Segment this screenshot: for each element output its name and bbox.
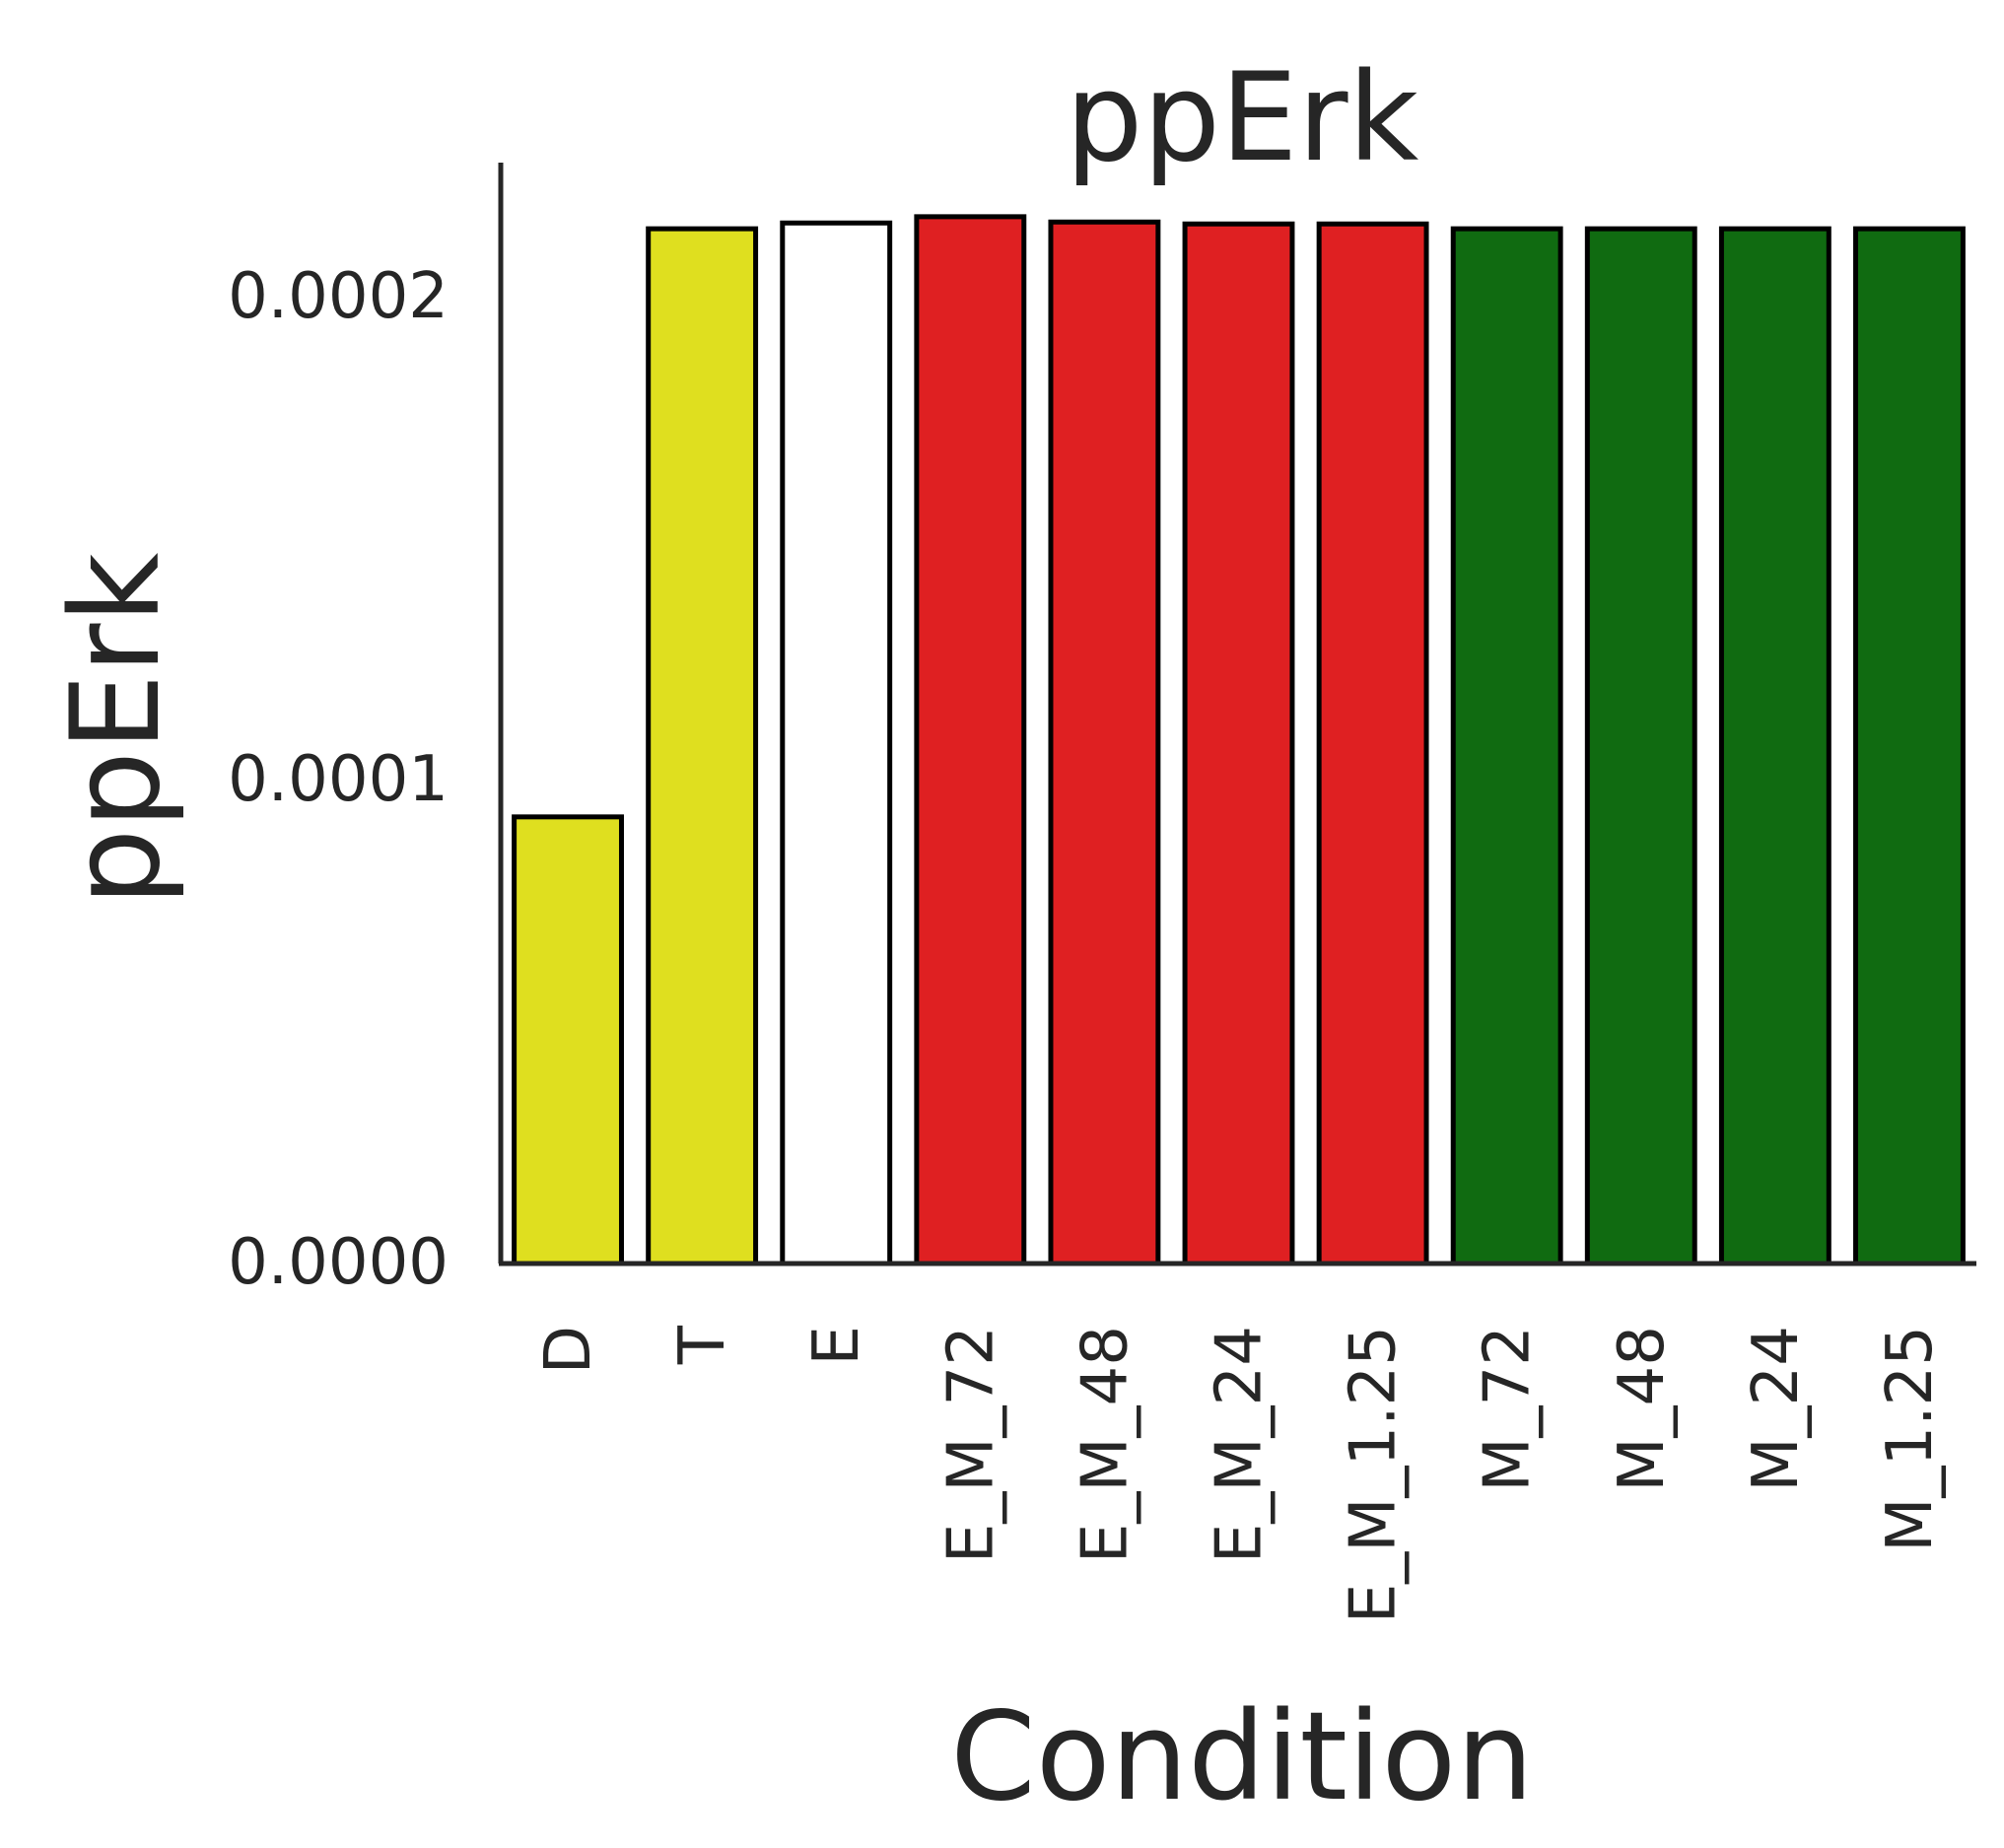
x-ticks-group: D T E E_M_72 E_M_48 E_M_24 E_M_1.25 M_72 M_48 M_2…	[532, 1325, 1947, 1623]
x-tick-label: M_72	[1472, 1326, 1545, 1492]
bars-group	[512, 214, 1966, 1266]
x-tick-label: M_48	[1606, 1326, 1679, 1492]
x-tick-label: M_24	[1740, 1326, 1813, 1492]
x-axis-label: Condition	[950, 1686, 1534, 1828]
x-tick-label: E_M_72	[934, 1326, 1007, 1563]
y-ticks-group: 0.0000 0.0001 0.0002	[228, 260, 449, 1299]
bar-m-24	[1718, 226, 1831, 1266]
x-tick-label: M_1.25	[1874, 1326, 1947, 1552]
bar-e-m-1-25	[1316, 221, 1429, 1266]
bar-m-48	[1584, 226, 1697, 1266]
bar-m-72	[1450, 226, 1563, 1266]
y-axis-label: ppErk	[45, 553, 187, 907]
chart-title: ppErk	[1066, 47, 1419, 189]
bar-m-1-25	[1853, 226, 1966, 1266]
bar-e-m-72	[914, 214, 1027, 1266]
x-tick-label: T	[666, 1325, 739, 1365]
x-tick-label: D	[532, 1326, 605, 1374]
y-tick-label: 0.0002	[228, 260, 449, 333]
x-tick-label: E_M_1.25	[1338, 1326, 1411, 1623]
y-tick-label: 0.0001	[228, 743, 449, 816]
x-tick-label: E	[800, 1326, 873, 1365]
x-tick-label: E_M_48	[1069, 1326, 1141, 1563]
bar-e	[780, 220, 893, 1266]
bar-t	[646, 226, 759, 1266]
bar-e-m-48	[1048, 219, 1161, 1266]
bar-e-m-24	[1182, 221, 1295, 1266]
y-tick-label: 0.0000	[228, 1226, 449, 1299]
bar-d	[512, 814, 624, 1266]
x-tick-label: E_M_24	[1204, 1326, 1277, 1563]
